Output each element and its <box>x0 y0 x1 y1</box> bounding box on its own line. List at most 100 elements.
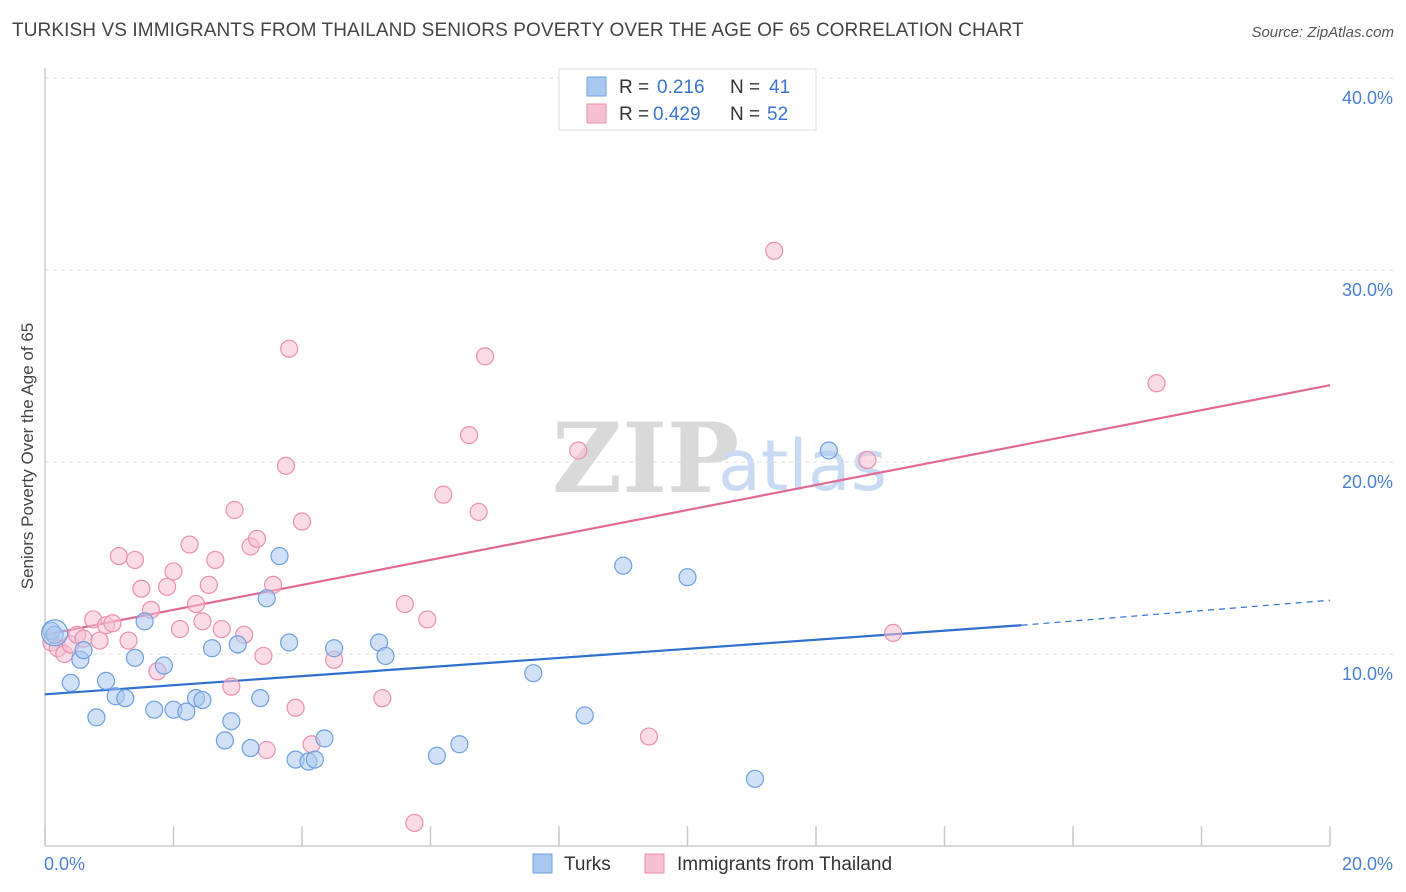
x-tick-label-min: 0.0% <box>44 854 85 874</box>
legend-n-label: N = <box>730 77 760 98</box>
legend-r-value: 0.429 <box>653 104 701 125</box>
thailand-point <box>257 740 276 760</box>
turks-point <box>305 750 324 769</box>
legend-bottom-swatch-turks <box>532 853 553 874</box>
y-axis-label: Seniors Poverty Over the Age of 65 <box>18 323 37 589</box>
thailand-point <box>109 546 128 566</box>
x-ticks <box>44 826 1331 846</box>
thailand-point <box>103 614 122 633</box>
watermark-zip: ZIP <box>552 402 739 515</box>
turks-point-cluster <box>41 619 69 647</box>
legend-n-value: 41 <box>769 77 790 98</box>
turks-point <box>193 690 212 710</box>
legend-n-value: 52 <box>767 104 788 125</box>
turks-point <box>45 625 64 644</box>
thailand-point <box>373 689 392 708</box>
thailand-point <box>164 562 183 581</box>
turks-point <box>135 612 154 631</box>
thailand-point <box>199 575 218 594</box>
y-tick-label: 10.0% <box>1342 664 1393 684</box>
turks-point <box>74 641 93 660</box>
thailand-points <box>42 241 1166 833</box>
y-tick-labels: 10.0% 20.0% 30.0% 40.0% <box>1342 88 1393 684</box>
turks-point <box>376 646 395 666</box>
thailand-point <box>206 550 225 570</box>
turks-points <box>41 441 838 788</box>
thailand-point <box>186 594 206 614</box>
turks-point <box>315 729 334 748</box>
legend-swatch-turks <box>586 76 607 97</box>
thailand-point <box>157 577 177 596</box>
turks-point <box>614 556 633 575</box>
thailand-point <box>193 612 212 631</box>
legend-bottom-swatch-thailand <box>644 853 665 874</box>
thailand-point <box>247 529 267 548</box>
turks-point <box>61 673 80 692</box>
y-tick-label: 40.0% <box>1342 88 1393 108</box>
turks-point <box>241 738 260 758</box>
chart-title: TURKISH VS IMMIGRANTS FROM THAILAND SENI… <box>12 20 1024 41</box>
thailand-point <box>1147 374 1166 393</box>
gridlines <box>45 77 1393 655</box>
turks-point <box>222 712 241 731</box>
turks-point <box>251 689 270 708</box>
thailand-point <box>119 631 138 650</box>
thailand-point <box>222 677 241 696</box>
thailand-point <box>469 502 488 522</box>
turks-point <box>96 671 116 690</box>
thailand-point <box>125 550 145 570</box>
legend-n-label: N = <box>730 104 760 125</box>
turks-point <box>450 735 469 754</box>
y-tick-label: 30.0% <box>1342 280 1393 300</box>
thailand-point <box>418 610 437 629</box>
turks-point <box>125 648 145 667</box>
turks-point <box>177 702 196 721</box>
x-tick-label-max: 20.0% <box>1342 854 1393 874</box>
turks-point <box>745 769 765 788</box>
turks-point <box>202 639 222 658</box>
turks-point <box>678 568 697 587</box>
thailand-point <box>476 347 495 366</box>
turks-point <box>154 656 173 675</box>
y-tick-label: 20.0% <box>1342 472 1393 492</box>
turks-point <box>270 546 289 566</box>
turks-point <box>116 689 135 708</box>
turks-point <box>280 633 299 652</box>
thailand-point <box>280 339 299 358</box>
turks-point <box>257 589 276 608</box>
turks-point <box>215 731 234 750</box>
legend-r-label: R = <box>619 77 649 98</box>
thailand-point <box>569 441 588 460</box>
thailand-point <box>254 646 273 666</box>
legend-bottom-label-thailand: Immigrants from Thailand <box>677 854 892 875</box>
turks-trend-extension <box>1021 599 1331 626</box>
legend-bottom: Turks Immigrants from Thailand <box>532 853 892 875</box>
turks-point <box>325 639 344 658</box>
thailand-point <box>225 500 244 520</box>
thailand-point <box>132 579 151 598</box>
turks-point <box>87 708 106 727</box>
turks-trend-line <box>44 624 1022 696</box>
thailand-point <box>395 594 414 614</box>
turks-point <box>427 746 447 765</box>
thailand-point <box>858 450 877 470</box>
thailand-point <box>434 485 453 504</box>
legend-bottom-label-turks: Turks <box>564 854 611 875</box>
source-credit: Source: ZipAtlas.com <box>1251 24 1394 41</box>
turks-point <box>819 441 838 460</box>
turks-point <box>524 664 543 683</box>
legend-top: R = 0.216 N = 41 R = 0.429 N = 52 <box>558 68 817 131</box>
thailand-point <box>292 512 312 531</box>
thailand-point <box>286 698 305 717</box>
thailand-point <box>459 426 479 445</box>
thailand-point <box>405 813 424 833</box>
thailand-point <box>90 631 109 650</box>
thailand-point <box>212 619 231 639</box>
thailand-point <box>170 619 190 639</box>
thailand-point <box>180 535 199 554</box>
legend-swatch-thailand <box>586 103 607 124</box>
turks-point <box>145 700 164 719</box>
turks-point <box>575 706 594 725</box>
thailand-point <box>276 456 296 475</box>
